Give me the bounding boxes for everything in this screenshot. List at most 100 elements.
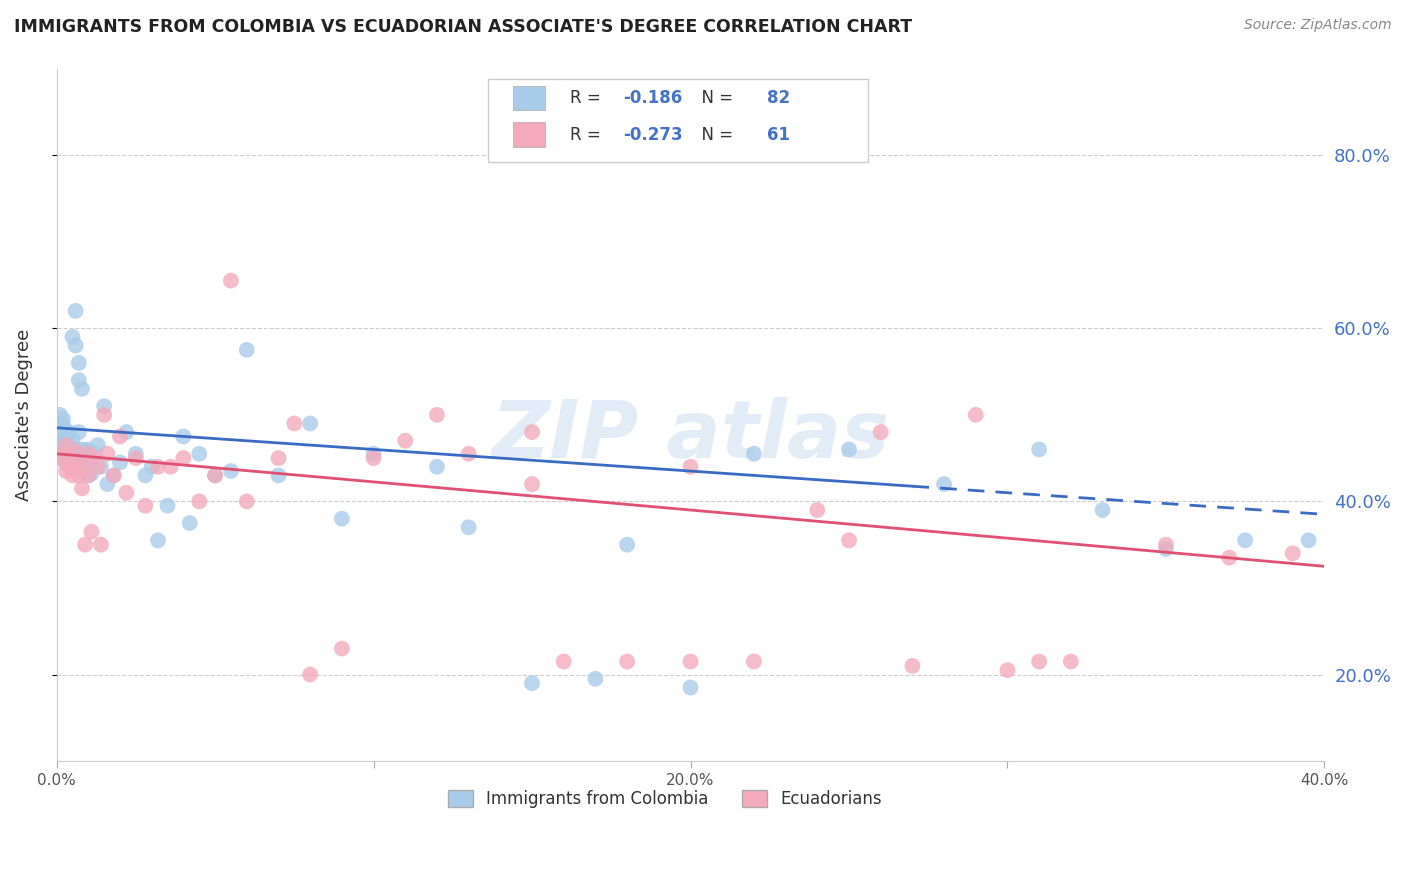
Point	[103, 468, 125, 483]
Point	[583, 672, 606, 686]
Point	[219, 464, 242, 478]
Point	[58, 447, 80, 461]
Point	[679, 459, 702, 474]
Point	[62, 434, 84, 448]
Point	[267, 468, 290, 483]
Point	[65, 459, 87, 474]
Point	[1298, 533, 1320, 548]
Text: R =: R =	[569, 126, 606, 144]
Point	[87, 438, 110, 452]
Point	[134, 468, 156, 483]
Point	[49, 447, 72, 461]
Point	[616, 538, 638, 552]
FancyBboxPatch shape	[488, 78, 868, 162]
Point	[616, 655, 638, 669]
Text: -0.186: -0.186	[623, 89, 682, 107]
Point	[179, 516, 201, 530]
Text: 82: 82	[766, 89, 790, 107]
Point	[55, 442, 77, 457]
Text: -0.273: -0.273	[623, 126, 683, 144]
Point	[75, 447, 97, 461]
Point	[520, 425, 543, 439]
Point	[75, 464, 97, 478]
Point	[55, 434, 77, 448]
Point	[77, 455, 100, 469]
Point	[65, 338, 87, 352]
Text: N =: N =	[690, 89, 738, 107]
Point	[58, 442, 80, 457]
Point	[49, 425, 72, 439]
Point	[283, 417, 305, 431]
Point	[219, 274, 242, 288]
Point	[96, 477, 118, 491]
Point	[58, 425, 80, 439]
Point	[330, 641, 353, 656]
Point	[52, 452, 75, 467]
Legend: Immigrants from Colombia, Ecuadorians: Immigrants from Colombia, Ecuadorians	[441, 783, 889, 815]
Point	[1091, 503, 1114, 517]
Point	[90, 459, 112, 474]
Point	[67, 356, 90, 370]
Point	[188, 447, 211, 461]
Point	[806, 503, 828, 517]
Point	[77, 468, 100, 483]
Point	[55, 432, 77, 446]
Point	[52, 441, 75, 455]
Point	[1028, 655, 1050, 669]
Point	[426, 408, 449, 422]
Point	[67, 425, 90, 439]
Point	[103, 468, 125, 483]
Point	[1060, 655, 1083, 669]
Point	[965, 408, 987, 422]
Point	[146, 459, 169, 474]
Point	[55, 455, 77, 469]
Text: N =: N =	[690, 126, 738, 144]
Point	[363, 447, 385, 461]
Point	[159, 459, 181, 474]
Point	[108, 455, 131, 469]
Point	[96, 447, 118, 461]
Point	[52, 418, 75, 433]
Point	[80, 467, 103, 481]
Point	[62, 468, 84, 483]
Point	[457, 447, 479, 461]
Point	[1028, 442, 1050, 457]
Point	[58, 451, 80, 466]
Point	[55, 438, 77, 452]
Point	[394, 434, 416, 448]
Point	[156, 499, 179, 513]
Point	[299, 417, 322, 431]
Point	[70, 482, 93, 496]
Point	[62, 452, 84, 467]
Point	[70, 461, 93, 475]
Point	[65, 304, 87, 318]
Text: ZIP atlas: ZIP atlas	[492, 397, 890, 475]
Point	[204, 468, 226, 483]
Point	[83, 447, 105, 461]
Point	[363, 451, 385, 466]
Point	[236, 494, 259, 508]
Point	[146, 533, 169, 548]
Point	[77, 447, 100, 461]
Point	[520, 477, 543, 491]
Point	[188, 494, 211, 508]
Point	[49, 447, 72, 461]
Point	[1218, 550, 1240, 565]
Point	[80, 524, 103, 539]
Point	[901, 658, 924, 673]
Point	[58, 438, 80, 452]
Point	[520, 676, 543, 690]
Point	[172, 451, 194, 466]
Point	[65, 442, 87, 457]
Point	[80, 452, 103, 467]
Point	[87, 459, 110, 474]
Point	[49, 408, 72, 422]
Point	[108, 429, 131, 443]
Point	[58, 455, 80, 469]
Y-axis label: Associate's Degree: Associate's Degree	[15, 328, 32, 501]
FancyBboxPatch shape	[513, 86, 544, 111]
Point	[172, 429, 194, 443]
Point	[62, 330, 84, 344]
Point	[55, 425, 77, 439]
Point	[65, 451, 87, 466]
